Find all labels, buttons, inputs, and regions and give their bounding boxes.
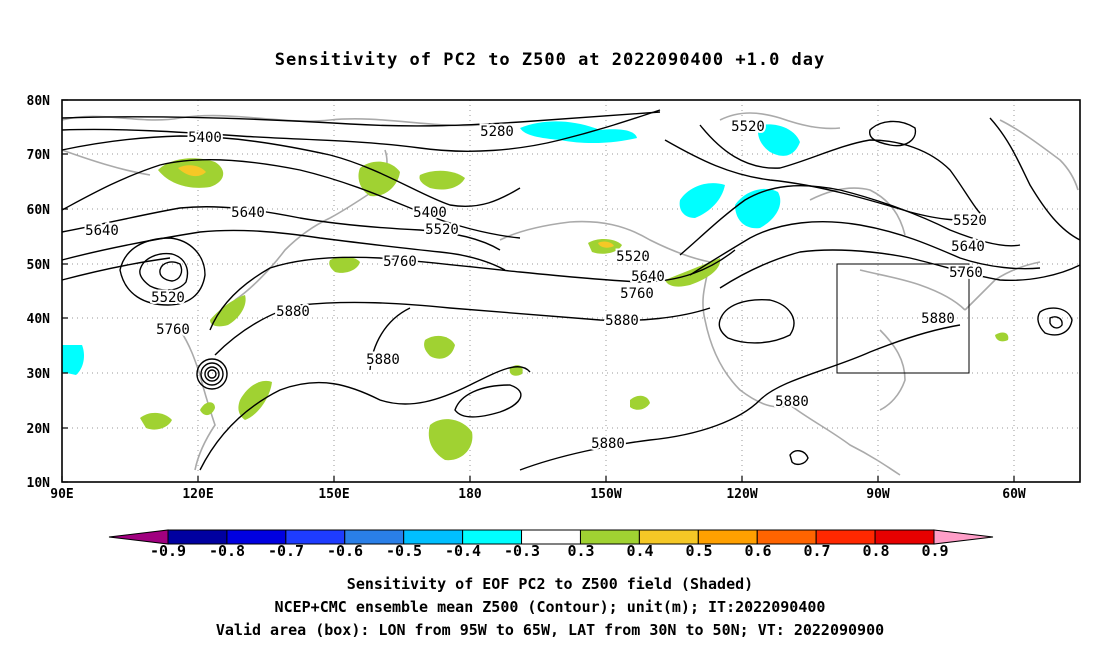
lat-label: 70N [27,148,51,163]
colorbar-label: -0.8 [209,542,245,560]
contour-label: 5880 [276,304,310,320]
colorbar-label: -0.4 [445,542,481,560]
contour-label: 5520 [953,213,987,229]
colorbar-label: -0.3 [504,542,540,560]
lon-label: 180 [458,487,482,502]
colorbar-label: 0.4 [626,542,653,560]
shade-cyan-canada [735,188,781,229]
contour-label: 5520 [151,290,185,306]
valid-area-box [836,263,970,374]
colorbar-label: 0.6 [744,542,771,560]
lat-label: 20N [27,422,51,437]
colorbar-label: 0.8 [862,542,889,560]
caption-contour: NCEP+CMC ensemble mean Z500 (Contour); u… [274,598,826,616]
contour-label: 5640 [85,223,119,239]
contour-label: 5880 [921,311,955,327]
colorbar-labels: -0.9 -0.8 -0.7 -0.6 -0.5 -0.4 -0.3 0.3 0… [150,542,949,560]
z500-contours [61,109,1081,471]
shade-green-pac1 [424,335,455,359]
contour-label: 5880 [366,352,400,368]
lat-label: 80N [27,94,51,109]
shade-yellow-siberia1 [178,165,206,177]
shade-cyan-alaska [679,183,725,218]
lon-label: 150W [590,487,621,502]
contour-label: 5880 [775,394,809,410]
shade-green-siberia2 [358,161,400,197]
shade-green-pac3 [428,419,473,461]
colorbar-label: -0.5 [386,542,422,560]
colorbar-label: 0.3 [567,542,594,560]
lat-label: 10N [27,476,51,491]
lat-label: 40N [27,312,51,327]
shade-green-pac5 [630,395,650,410]
colorbar-label: -0.6 [327,542,363,560]
shade-green-japan [210,295,246,327]
lon-labels: 90E 120E 150E 180 150W 120W 90W 60W [50,487,1026,502]
contour-label: 5760 [156,322,190,338]
contour-label: 5760 [383,254,417,270]
lon-label: 120E [182,487,213,502]
colorbar [108,529,994,545]
lon-label: 90E [50,487,73,502]
gridlines [62,100,1080,482]
shade-green-gulf [665,258,721,287]
coastlines [61,112,1079,476]
lat-label: 30N [27,367,51,382]
contour-label: 5520 [731,119,765,135]
shade-green-pac2 [238,380,272,420]
contour-label: 5280 [480,124,514,140]
shade-cyan-nwpac [758,124,800,156]
contour-labels: 5400 5280 5520 5640 5640 5400 5520 5520 … [83,117,989,454]
shade-cyan-china [62,345,84,375]
shade-green-okhotsk [329,256,360,273]
shade-green-atl [995,332,1009,342]
contour-label: 5880 [605,313,639,329]
shade-green-pac4 [140,412,172,430]
contour-label: 5640 [631,269,665,285]
sensitivity-shading [62,121,1009,461]
colorbar-label: 0.9 [921,542,948,560]
axis-ticks [61,99,1015,483]
contour-label: 5640 [231,205,265,221]
shade-green-china [200,402,215,416]
map-title: Sensitivity of PC2 to Z500 at 2022090400… [274,50,826,70]
lat-label: 60N [27,203,51,218]
lat-label: 50N [27,258,51,273]
contour-label: 5880 [591,436,625,452]
colorbar-label: 0.5 [685,542,712,560]
lon-label: 90W [866,487,890,502]
contour-label: 5760 [949,265,983,281]
contour-label: 5520 [425,222,459,238]
contour-label: 5400 [413,205,447,221]
contour-label: 5520 [616,249,650,265]
lon-label: 150E [318,487,349,502]
contour-label: 5640 [951,239,985,255]
shade-yellow-bering [598,241,614,248]
shade-green-siberia3 [419,170,465,190]
colorbar-label: -0.9 [150,542,186,560]
lat-labels: 80N 70N 60N 50N 40N 30N 20N 10N [27,94,51,491]
contour-label: 5400 [188,130,222,146]
colorbar-swatch [933,529,994,545]
shade-cyan-arctic [520,121,637,144]
caption-shading: Sensitivity of EOF PC2 to Z500 field (Sh… [346,575,754,593]
lon-label: 60W [1002,487,1026,502]
lon-label: 120W [726,487,757,502]
colorbar-label: -0.7 [268,542,304,560]
contour-label: 5760 [620,286,654,302]
colorbar-label: 0.7 [803,542,830,560]
plot-frame [61,99,1081,483]
caption-valid-area: Valid area (box): LON from 95W to 65W, L… [215,621,885,639]
